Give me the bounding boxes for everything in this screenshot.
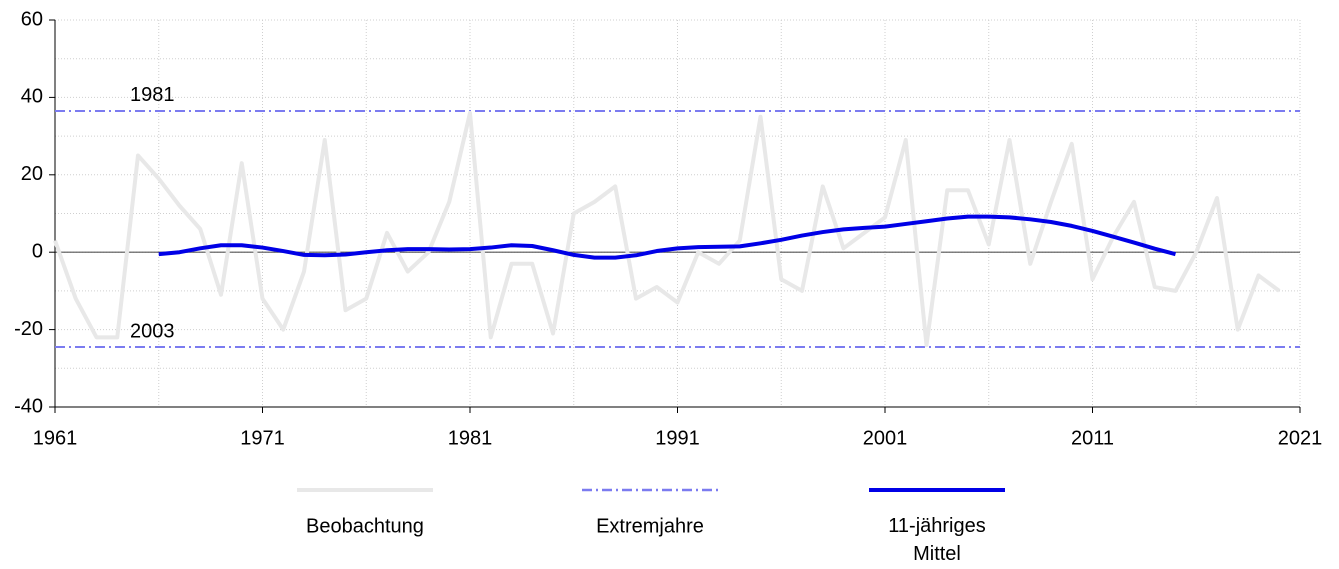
y-tick-label: 0 [32,240,43,262]
y-tick-label: 60 [21,8,43,30]
series-line [53,110,1281,348]
y-tick-label: 40 [21,86,43,108]
x-tick-label: 1971 [240,427,285,449]
x-tick-label: 1991 [655,427,700,449]
y-tick-label: -40 [14,395,43,417]
x-tick-label: 2001 [863,427,908,449]
legend-label: Extremjahre [596,515,704,537]
y-tick-label: -20 [14,318,43,340]
legend-label: Beobachtung [306,515,424,537]
y-tick-label: 20 [21,163,43,185]
extreme-label: 2003 [130,320,175,342]
x-tick-label: 1981 [448,427,493,449]
extreme-label: 1981 [130,84,175,106]
x-tick-label: 1961 [33,427,78,449]
series-line [158,214,1177,260]
legend-label: 11-jähriges Mittel [888,515,985,565]
x-tick-label: 2021 [1278,427,1323,449]
x-tick-label: 2011 [1071,427,1114,449]
